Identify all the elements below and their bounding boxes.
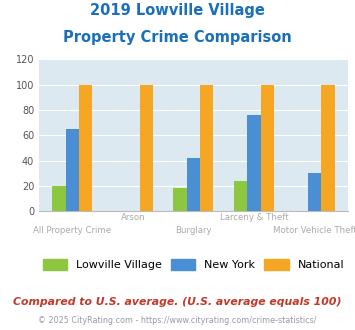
Text: Burglary: Burglary bbox=[175, 226, 212, 235]
Bar bbox=[234, 181, 247, 211]
Text: 2019 Lowville Village: 2019 Lowville Village bbox=[90, 3, 265, 18]
Text: All Property Crime: All Property Crime bbox=[33, 226, 111, 235]
Bar bbox=[187, 158, 200, 211]
Bar bbox=[247, 115, 261, 211]
Bar bbox=[308, 173, 321, 211]
Bar bbox=[140, 85, 153, 211]
Bar bbox=[200, 85, 213, 211]
Text: Arson: Arson bbox=[121, 213, 145, 222]
Bar bbox=[66, 129, 79, 211]
Bar bbox=[53, 186, 66, 211]
Text: Property Crime Comparison: Property Crime Comparison bbox=[63, 30, 292, 45]
Bar bbox=[321, 85, 334, 211]
Bar bbox=[174, 188, 187, 211]
Text: © 2025 CityRating.com - https://www.cityrating.com/crime-statistics/: © 2025 CityRating.com - https://www.city… bbox=[38, 316, 317, 325]
Legend: Lowville Village, New York, National: Lowville Village, New York, National bbox=[43, 259, 344, 270]
Text: Motor Vehicle Theft: Motor Vehicle Theft bbox=[273, 226, 355, 235]
Text: Larceny & Theft: Larceny & Theft bbox=[220, 213, 288, 222]
Bar bbox=[261, 85, 274, 211]
Text: Compared to U.S. average. (U.S. average equals 100): Compared to U.S. average. (U.S. average … bbox=[13, 297, 342, 307]
Bar bbox=[79, 85, 92, 211]
